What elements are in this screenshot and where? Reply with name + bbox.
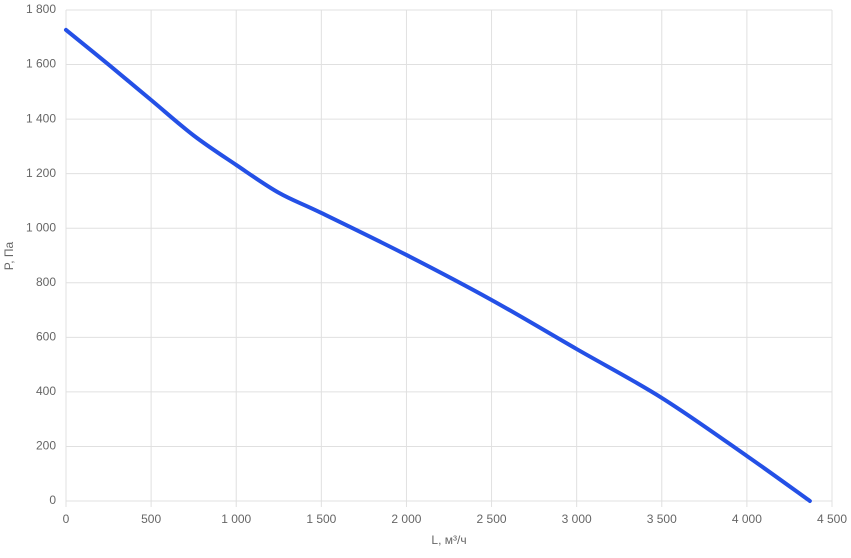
x-axis-title: L, м³/ч: [431, 533, 466, 547]
x-tick-label: 500: [141, 512, 161, 526]
x-tick-label: 4 500: [817, 512, 847, 526]
y-tick-label: 1 800: [26, 2, 56, 16]
x-tick-label: 2 000: [391, 512, 421, 526]
y-tick-label: 1 400: [26, 111, 56, 125]
x-tick-label: 1 000: [221, 512, 251, 526]
x-tick-label: 1 500: [306, 512, 336, 526]
x-tick-label: 3 000: [562, 512, 592, 526]
x-tick-label: 2 500: [477, 512, 507, 526]
curve: [64, 27, 812, 503]
y-tick-label: 1 000: [26, 220, 56, 234]
y-tick-label: 600: [36, 330, 56, 344]
y-tick-label: 400: [36, 384, 56, 398]
x-tick-label: 0: [63, 512, 70, 526]
y-tick-label: 1 600: [26, 57, 56, 71]
y-tick-label: 800: [36, 275, 56, 289]
y-tick-label: 1 200: [26, 166, 56, 180]
x-tick-label: 3 500: [647, 512, 677, 526]
y-tick-label: 0: [49, 493, 56, 507]
y-tick-label: 200: [36, 439, 56, 453]
y-axis-title: P, Па: [2, 241, 16, 270]
x-tick-label: 4 000: [732, 512, 762, 526]
